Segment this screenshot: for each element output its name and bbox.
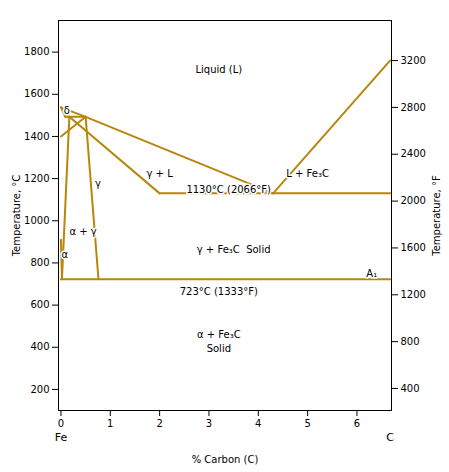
svg-text:0: 0 [58,418,64,429]
svg-text:2800: 2800 [401,102,426,113]
svg-text:Fe: Fe [55,431,68,444]
svg-text:6: 6 [354,418,360,429]
svg-text:4: 4 [255,418,261,429]
svg-text:3: 3 [206,418,212,429]
svg-text:γ: γ [95,178,101,189]
svg-text:A₁: A₁ [366,268,377,279]
svg-text:2: 2 [156,418,162,429]
svg-text:% Carbon (C): % Carbon (C) [192,454,259,465]
svg-text:3200: 3200 [401,55,426,66]
svg-text:1600: 1600 [401,242,426,253]
svg-text:1000: 1000 [24,215,49,226]
svg-text:δ: δ [64,105,70,116]
svg-text:600: 600 [30,299,49,310]
svg-text:Temperature, °F: Temperature, °F [431,175,442,257]
svg-text:400: 400 [30,341,49,352]
svg-text:800: 800 [401,336,420,347]
svg-text:α + γ: α + γ [70,226,97,237]
svg-text:Liquid (L): Liquid (L) [195,64,242,75]
svg-text:2000: 2000 [401,195,426,206]
svg-text:1600: 1600 [24,88,49,99]
svg-text:1200: 1200 [24,173,49,184]
svg-text:200: 200 [30,384,49,395]
svg-text:1400: 1400 [24,131,49,142]
svg-text:α + Fe₃CSolid: α + Fe₃CSolid [197,329,241,354]
svg-text:C: C [386,431,394,444]
svg-text:L + Fe₃C: L + Fe₃C [286,168,329,179]
svg-text:723°C (1333°F): 723°C (1333°F) [180,286,258,297]
svg-text:α: α [62,249,69,260]
svg-text:800: 800 [30,257,49,268]
svg-text:1: 1 [107,418,113,429]
svg-text:2400: 2400 [401,148,426,159]
svg-text:Temperature, °C: Temperature, °C [11,175,22,258]
svg-text:400: 400 [401,383,420,394]
svg-text:1800: 1800 [24,46,49,57]
svg-text:5: 5 [304,418,310,429]
svg-text:γ + Fe₃C Solid: γ + Fe₃C Solid [197,244,271,255]
svg-text:1200: 1200 [401,289,426,300]
svg-text:1130°C (2066°F): 1130°C (2066°F) [186,184,271,195]
svg-text:γ + L: γ + L [147,168,174,179]
